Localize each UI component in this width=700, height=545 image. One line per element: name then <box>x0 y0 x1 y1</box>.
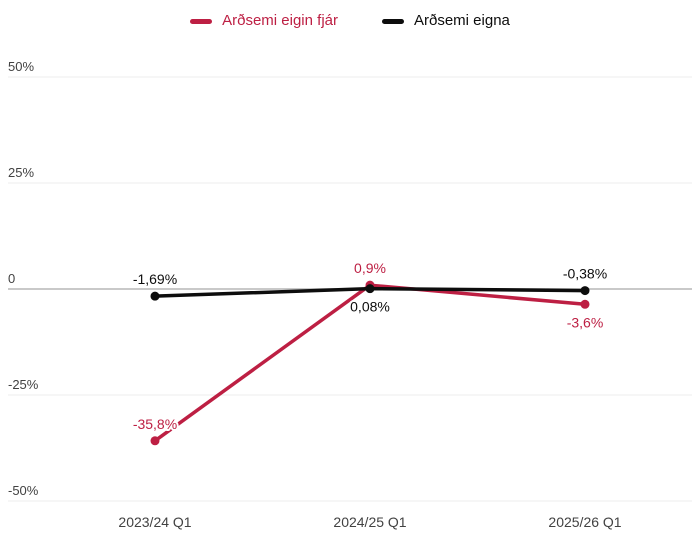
legend-label: Arðsemi eigna <box>414 12 510 29</box>
x-axis-label: 2023/24 Q1 <box>118 514 191 530</box>
data-point-label: 0,08% <box>350 299 390 315</box>
y-axis-tick-label: 25% <box>8 165 34 180</box>
legend-line-swatch-icon <box>382 18 404 24</box>
legend-line-swatch-icon <box>190 18 213 24</box>
data-point[interactable] <box>580 299 590 309</box>
data-point[interactable] <box>150 436 160 446</box>
y-axis-tick-label: -25% <box>8 377 39 392</box>
chart-legend: Arðsemi eigin fjár Arðsemi eigna <box>0 12 700 30</box>
y-axis-tick-label: 0 <box>8 271 15 286</box>
x-axis-label: 2024/25 Q1 <box>333 514 406 530</box>
legend-item-arosemi-eigin-fjar[interactable]: Arðsemi eigin fjár <box>190 12 338 30</box>
data-point[interactable] <box>365 284 375 294</box>
y-axis-tick-label: 50% <box>8 59 34 74</box>
data-point-label: -35,8% <box>133 416 177 432</box>
data-point-label: -3,6% <box>567 314 604 330</box>
data-point[interactable] <box>580 286 590 296</box>
y-axis-tick-label: -50% <box>8 483 39 498</box>
legend-label: Arðsemi eigin fjár <box>222 12 338 29</box>
data-point[interactable] <box>150 291 160 301</box>
legend-item-arosemi-eigna[interactable]: Arðsemi eigna <box>382 12 510 30</box>
data-point-label: -0,38% <box>563 266 607 282</box>
x-axis-label: 2025/26 Q1 <box>548 514 621 530</box>
data-point-label: -1,69% <box>133 271 177 287</box>
data-point-label: 0,9% <box>354 260 386 276</box>
